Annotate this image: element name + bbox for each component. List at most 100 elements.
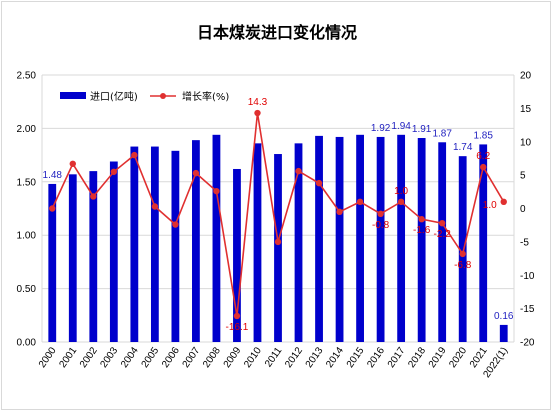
bar-data-label: 1.48	[43, 170, 63, 181]
right-tick-label: 10	[520, 137, 532, 148]
x-tick-label: 2009	[222, 345, 244, 370]
bar-data-label: 1.94	[391, 121, 411, 132]
bar	[294, 143, 303, 342]
line-point	[192, 169, 200, 177]
bar	[438, 142, 447, 342]
left-tick-label: 1.50	[17, 177, 37, 188]
right-tick-label: -10	[520, 271, 535, 282]
bar	[417, 138, 426, 342]
bar-data-label: 0.16	[494, 311, 514, 322]
line-point	[438, 219, 446, 227]
right-tick-label: 15	[520, 104, 532, 115]
line-data-label: -1.6	[413, 225, 431, 236]
x-tick-label: 2005	[140, 345, 162, 370]
legend-bar-swatch	[60, 92, 86, 99]
x-tick-label: 2016	[365, 345, 387, 370]
left-axis-ticks: 0.00 0.50 1.00 1.50 2.00 2.50	[17, 71, 37, 349]
left-tick-label: 2.50	[17, 71, 37, 82]
right-tick-label: 0	[520, 204, 526, 215]
line-data-label: -6.8	[454, 260, 472, 271]
bar	[479, 144, 488, 342]
line-point	[49, 205, 56, 212]
line-point	[274, 238, 282, 246]
line-data-label: 14.3	[248, 97, 268, 108]
x-tick-label: 2010	[242, 345, 264, 370]
line-point	[90, 193, 97, 200]
x-tick-label: 2001	[57, 345, 79, 370]
line-point	[213, 187, 220, 195]
left-tick-label: 2.00	[17, 124, 37, 135]
right-tick-label: 20	[520, 71, 532, 82]
line-data-label: -0.8	[372, 220, 390, 231]
line-point	[151, 203, 159, 210]
right-tick-label: -15	[520, 304, 535, 315]
bar	[150, 146, 159, 342]
x-tick-label: 2004	[119, 345, 141, 370]
data-labels: 1.48 1.92 1.94 1.91 1.871.741.85 0.16 -16.1 14.…	[43, 97, 514, 333]
line-point	[295, 167, 302, 175]
bar-data-label: 1.91	[412, 124, 432, 135]
x-tick-label: 2015	[345, 345, 367, 370]
bar-series	[48, 134, 508, 342]
x-tick-label: 2008	[201, 345, 223, 370]
x-tick-label: 2014	[324, 345, 346, 370]
bar	[356, 134, 364, 342]
bar	[274, 154, 282, 342]
line-point	[356, 198, 364, 206]
x-tick-label: 2012	[283, 345, 305, 370]
line-point	[233, 312, 241, 320]
bar-data-label: 1.87	[432, 128, 452, 139]
bar	[233, 168, 241, 342]
x-tick-label: 2000	[37, 345, 59, 370]
legend-line-marker	[160, 93, 166, 99]
x-tick-label: 2006	[160, 345, 182, 370]
line-data-label: 1.0	[483, 200, 497, 211]
gridlines	[41, 74, 515, 343]
bar	[253, 143, 262, 342]
x-tick-label: 2018	[406, 345, 428, 370]
x-tick-label: 2013	[304, 345, 326, 370]
legend: 进口(亿吨) 增长率(%)	[60, 90, 229, 103]
bar	[212, 134, 221, 342]
right-tick-label: 5	[520, 171, 526, 182]
line-point	[397, 198, 405, 206]
bar	[335, 136, 344, 342]
bar-data-label: 1.85	[473, 130, 493, 141]
bar	[109, 161, 118, 342]
bar	[130, 146, 139, 342]
bar-data-label: 1.92	[371, 123, 391, 134]
bar	[68, 174, 77, 342]
legend-bar-label: 进口(亿吨)	[90, 90, 138, 103]
bar	[171, 150, 180, 342]
line-point	[418, 215, 425, 223]
x-tick-label: 2003	[99, 345, 121, 370]
x-tick-label: 2019	[427, 345, 449, 370]
left-tick-label: 0.00	[17, 338, 37, 349]
line-point	[336, 208, 343, 216]
line-point	[315, 179, 323, 187]
bar	[315, 135, 323, 342]
line-data-label: -2.2	[434, 229, 452, 240]
line-point	[69, 160, 76, 167]
bar	[89, 171, 98, 342]
left-tick-label: 1.00	[17, 231, 37, 242]
line-point	[377, 210, 384, 218]
bar	[376, 136, 385, 342]
line-data-label: 6.2	[476, 151, 490, 162]
right-axis-ticks: -20 -15 -10 -5 0 5 10 15 20	[520, 71, 535, 349]
x-tick-label: 2020	[447, 345, 469, 370]
bar	[397, 134, 406, 342]
line-series	[49, 109, 507, 320]
x-tick-label: 2007	[181, 345, 203, 370]
line-point	[480, 163, 487, 171]
bar	[499, 324, 508, 342]
left-tick-label: 0.50	[17, 284, 37, 295]
x-tick-label: 2011	[263, 345, 285, 369]
line-data-label: 1.0	[394, 186, 408, 197]
bar-data-label: 1.74	[453, 142, 473, 153]
bar	[192, 140, 200, 342]
bar	[48, 183, 57, 342]
line-point	[254, 109, 261, 117]
x-axis-ticks: 2000200120022003200420052006200720082009…	[37, 345, 510, 380]
